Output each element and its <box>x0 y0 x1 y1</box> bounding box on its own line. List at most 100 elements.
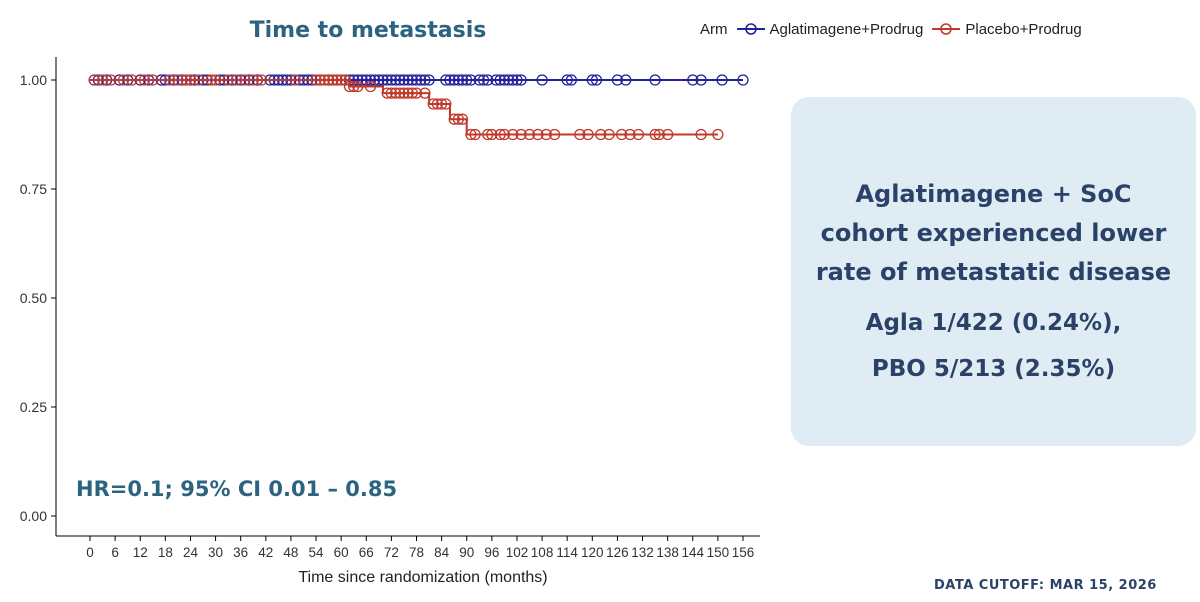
x-tick-label: 12 <box>133 545 148 560</box>
x-tick-label: 36 <box>233 545 248 560</box>
plot-axes <box>55 57 760 537</box>
censor-mark <box>394 87 406 99</box>
censor-mark <box>415 74 427 86</box>
censor-mark <box>327 74 339 86</box>
hazard-ratio-note: HR=0.1; 95% CI 0.01 – 0.85 <box>76 477 398 501</box>
censor-mark <box>172 74 184 86</box>
censor-mark <box>435 98 448 110</box>
censor-mark <box>385 87 398 99</box>
censor-mark <box>126 74 138 86</box>
censor-mark <box>389 87 402 99</box>
censor-mark <box>615 128 628 141</box>
censor-mark <box>163 74 176 86</box>
callout-headline-line-2: cohort experienced lower <box>820 219 1167 247</box>
y-tick-label: 0.75 <box>20 181 47 197</box>
censor-mark <box>364 74 377 86</box>
censor-mark <box>507 128 519 141</box>
censor-mark <box>331 74 343 86</box>
censor-mark <box>515 74 527 86</box>
censor-mark <box>335 74 347 86</box>
x-tick-label: 18 <box>158 545 173 560</box>
legend-label-aglatimagene: Aglatimagene+Prodrug <box>769 20 924 38</box>
callout-stat-pbo: PBO 5/213 (2.35%) <box>871 356 1116 382</box>
y-tick-label: 0.50 <box>20 290 47 306</box>
x-tick-label: 54 <box>309 545 325 560</box>
censor-mark <box>465 128 477 141</box>
findings-callout: Aglatimagene + SoC cohort experienced lo… <box>791 97 1196 446</box>
chart-title: Time to metastasis <box>249 18 487 43</box>
censor-mark <box>448 74 460 86</box>
censor-mark <box>448 113 460 125</box>
censor-mark <box>494 74 506 86</box>
censor-mark <box>737 74 749 86</box>
censor-mark <box>402 87 414 99</box>
callout-headline-line-1: Aglatimagene + SoC <box>855 180 1132 208</box>
x-tick-label: 126 <box>606 545 629 560</box>
censor-mark <box>239 74 251 86</box>
censor-mark <box>632 128 645 141</box>
censor-mark <box>695 74 707 86</box>
legend-entry-placebo: Placebo+Prodrug <box>931 20 1082 38</box>
censor-mark <box>410 87 423 99</box>
censor-mark <box>385 74 398 86</box>
censor-mark <box>498 128 511 141</box>
censor-mark <box>662 128 674 141</box>
x-tick-label: 156 <box>732 545 755 560</box>
censor-mark <box>180 74 192 86</box>
censor-mark <box>147 74 159 86</box>
censor-mark <box>456 74 469 86</box>
x-axis-ticks: 0 6 12 18 24 30 36 42 48 54 60 66 72 78 84 90 96 102 108 11… <box>86 536 754 560</box>
censor-mark <box>461 74 473 86</box>
censor-mark <box>486 128 498 141</box>
censor-mark <box>398 74 410 86</box>
censor-mark <box>620 74 632 86</box>
x-tick-label: 6 <box>111 545 119 560</box>
censor-mark <box>289 74 301 86</box>
censor-mark <box>394 74 406 86</box>
censor-mark <box>603 128 615 141</box>
censor-mark <box>561 74 573 86</box>
censor-mark <box>498 74 511 86</box>
censor-mark <box>138 74 151 86</box>
censor-mark <box>590 74 603 86</box>
censor-mark <box>473 74 485 86</box>
censor-mark <box>184 74 197 86</box>
censor-mark <box>423 74 435 86</box>
x-tick-label: 150 <box>707 545 730 560</box>
censor-mark <box>482 128 494 141</box>
censor-mark <box>381 74 393 86</box>
censor-mark <box>523 128 536 141</box>
censor-mark <box>490 74 502 86</box>
censor-mark <box>209 74 222 86</box>
x-axis-label: Time since randomization (months) <box>298 569 547 586</box>
x-tick-label: 132 <box>631 545 654 560</box>
censor-mark <box>406 87 418 99</box>
censor-mark <box>649 128 661 141</box>
censor-mark <box>373 74 385 86</box>
censor-mark <box>440 74 452 86</box>
x-tick-label: 102 <box>506 545 529 560</box>
censor-mark <box>377 74 389 86</box>
x-tick-label: 90 <box>459 545 474 560</box>
censor-mark <box>469 128 481 141</box>
x-tick-label: 120 <box>581 545 604 560</box>
x-tick-label: 24 <box>183 545 199 560</box>
censor-mark <box>574 128 586 141</box>
censor-mark <box>624 128 636 141</box>
censor-mark <box>582 128 594 141</box>
censor-mark <box>456 113 469 125</box>
censor-mark <box>205 74 218 86</box>
y-tick-label: 1.00 <box>20 72 47 88</box>
censor-mark <box>536 74 548 86</box>
censor-mark <box>398 87 410 99</box>
censor-mark <box>444 74 456 86</box>
x-tick-label: 96 <box>484 545 499 560</box>
censor-mark <box>105 74 117 86</box>
x-tick-label: 60 <box>334 545 349 560</box>
censor-mark <box>532 128 544 141</box>
x-tick-label: 114 <box>556 545 578 560</box>
x-tick-label: 84 <box>434 545 450 560</box>
y-axis-ticks: 0.00 0.25 0.50 0.75 1.00 <box>20 72 56 524</box>
censor-mark <box>511 74 523 86</box>
legend-label-placebo: Placebo+Prodrug <box>965 20 1082 38</box>
